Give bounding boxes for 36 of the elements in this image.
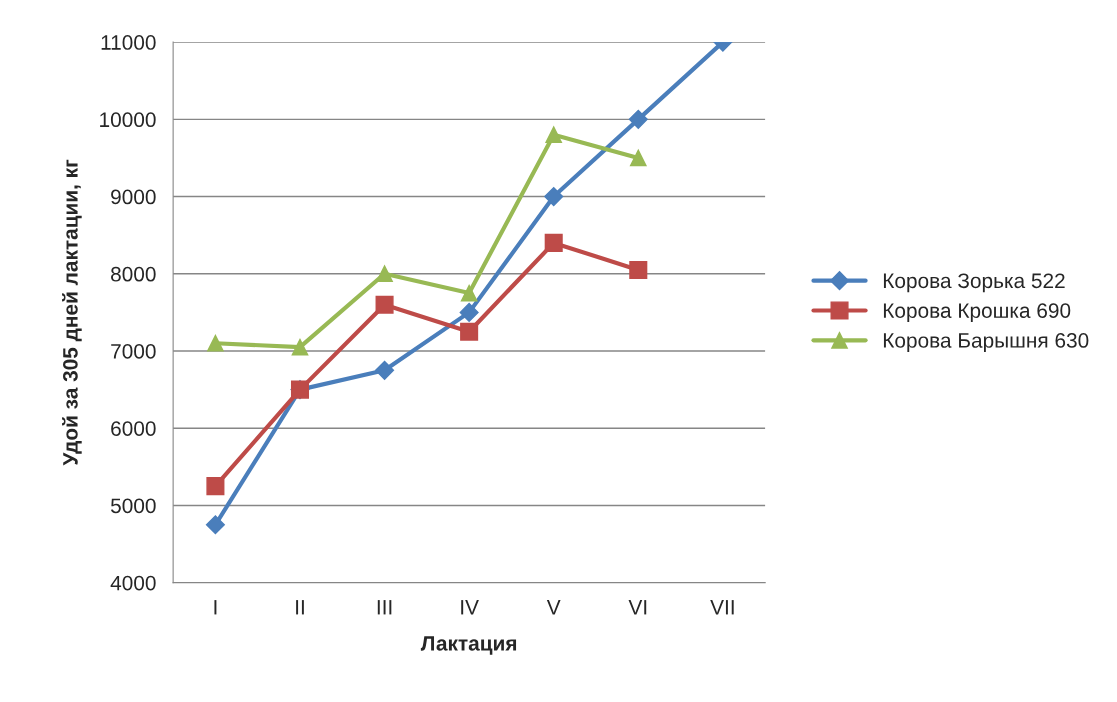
point (375, 360, 395, 380)
y-tick-label: 8000 (111, 266, 156, 282)
x-tick-label: V (546, 600, 561, 615)
y-axis-title: Удой за 305 дней лактации, кг (62, 159, 82, 466)
point (291, 338, 309, 356)
point (459, 302, 479, 322)
y-tick-label: 9000 (111, 189, 156, 205)
x-tick-label: IV (461, 600, 479, 615)
x-tick-label: III (377, 600, 392, 615)
point (629, 260, 648, 279)
x-tick-label: VII (710, 600, 734, 615)
point (544, 233, 563, 252)
point (628, 109, 648, 129)
y-tick-label: 11000 (101, 35, 156, 50)
point (629, 149, 647, 167)
y-tick-label: 7000 (111, 344, 156, 359)
x-axis-title: Лактация (420, 636, 517, 655)
legend-label: Корова Крошка 690 (883, 303, 1071, 323)
point (205, 515, 225, 535)
point (375, 295, 394, 314)
point (206, 477, 225, 496)
y-tick-label: 4000 (110, 575, 156, 591)
point (460, 322, 479, 341)
legend-label: Корова Барышня 630 (883, 333, 1089, 352)
x-tick-label: VI (628, 600, 647, 615)
point (376, 265, 393, 283)
point (545, 126, 563, 144)
legend-label: Корова Зорька 522 (883, 273, 1065, 293)
y-tick-label: 10000 (100, 112, 156, 128)
point (544, 187, 564, 207)
x-tick-label: I (214, 600, 217, 615)
x-tick-label: II (296, 600, 304, 615)
y-tick-label: 6000 (111, 421, 156, 436)
point (460, 284, 478, 302)
point (207, 334, 224, 352)
y-tick-label: 5000 (110, 498, 156, 514)
